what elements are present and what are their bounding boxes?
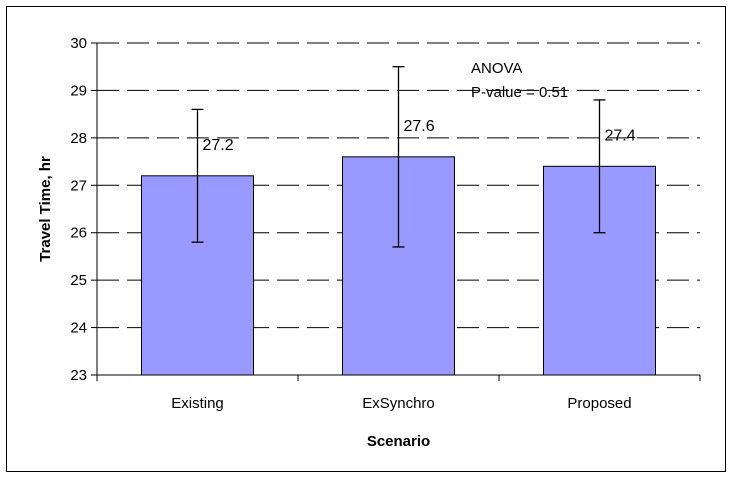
data-label: 27.2 [203, 137, 234, 154]
y-axis-title: Travel Time, hr [37, 156, 54, 262]
y-tick-label: 30 [70, 35, 87, 52]
y-tick-label: 23 [70, 367, 87, 384]
pvalue-annotation: P-value = 0.51 [471, 84, 568, 101]
x-tick-label: Proposed [567, 395, 631, 412]
x-tick-label: ExSynchro [362, 395, 435, 412]
y-tick-label: 26 [70, 225, 87, 242]
x-axis-title: Scenario [367, 433, 430, 450]
y-tick-label: 24 [70, 320, 87, 337]
anova-annotation: ANOVA [471, 60, 522, 77]
data-label: 27.4 [605, 127, 636, 144]
y-tick-label: 29 [70, 82, 87, 99]
y-tick-label: 27 [70, 177, 87, 194]
y-tick-label: 25 [70, 272, 87, 289]
x-tick-label: Existing [171, 395, 224, 412]
y-tick-label: 28 [70, 130, 87, 147]
data-label: 27.6 [404, 118, 435, 135]
